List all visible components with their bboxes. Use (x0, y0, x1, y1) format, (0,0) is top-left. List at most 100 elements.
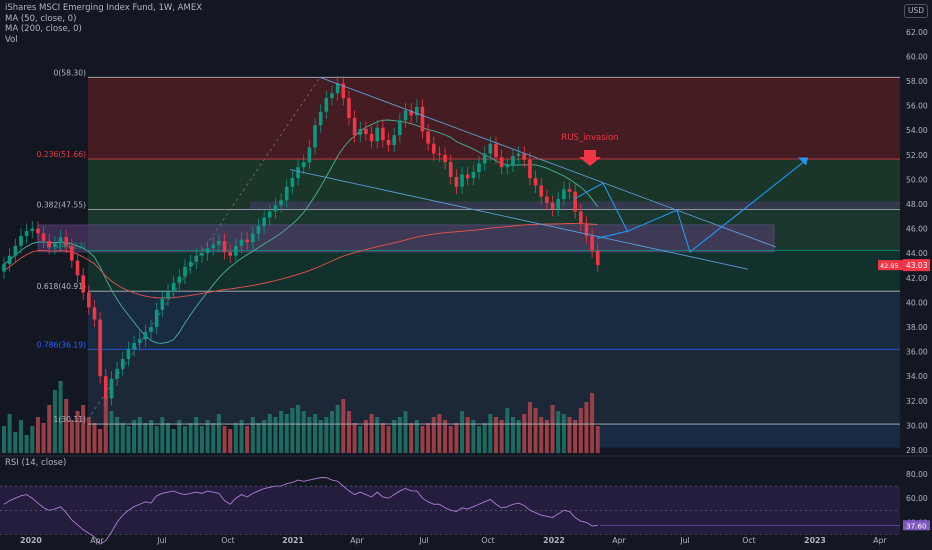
volume-bar (284, 414, 289, 453)
volume-bar (567, 417, 572, 453)
candle-body (573, 191, 577, 212)
volume-bar (2, 426, 6, 453)
volume-bar (273, 417, 278, 453)
volume-bar (58, 381, 63, 453)
volume-bar (250, 417, 255, 453)
volume-bar (30, 426, 35, 453)
candle-body (205, 248, 210, 254)
candle-body (352, 117, 357, 136)
x-tick-label: Oct (481, 536, 494, 545)
volume-bar (341, 399, 346, 453)
ma200-label[interactable]: MA (200, close, 0) (5, 24, 82, 35)
volume-bar (471, 420, 476, 453)
volume-bar (154, 426, 159, 453)
candle-body (398, 120, 402, 136)
candle-body (358, 128, 363, 136)
volume-bar (527, 402, 532, 453)
candle-body (375, 127, 380, 142)
candle-body (335, 83, 340, 94)
price-badge-right: 43.03 (906, 261, 928, 270)
volume-bar (199, 426, 204, 453)
volume-bar (47, 405, 52, 453)
volume-bar (420, 426, 425, 453)
volume-bar (115, 417, 120, 453)
candle-body (313, 125, 317, 148)
candle-body (409, 110, 413, 116)
volume-bar (352, 423, 357, 453)
volume-bar (18, 420, 23, 453)
volume-bar (194, 417, 199, 453)
volume-bar (375, 417, 380, 453)
candle-body (556, 199, 560, 209)
candle-body (160, 298, 165, 310)
volume-bar (318, 420, 323, 453)
volume-bar (228, 429, 233, 453)
rsi-label[interactable]: RSI (14, close) (5, 458, 67, 468)
volume-bar (533, 408, 538, 453)
volume-bar (98, 429, 103, 453)
moving-averages (3, 119, 599, 344)
y-tick-label: 38.00 (906, 323, 928, 332)
volume-bar (561, 414, 566, 453)
channel-top-line (319, 76, 777, 248)
candle-body (47, 240, 52, 248)
volume-bar (64, 399, 69, 453)
candle-body (465, 174, 470, 179)
candle-body (211, 244, 216, 249)
volume-bar (358, 426, 363, 453)
candle-body (290, 178, 295, 187)
candle-body (132, 342, 136, 350)
candle-body (200, 253, 204, 256)
candle-body (143, 331, 148, 340)
projection-path-start (573, 182, 629, 233)
volume-bar (595, 426, 600, 453)
volume-bars (2, 381, 600, 453)
volume-bar (335, 405, 340, 453)
volume-bar (363, 420, 368, 453)
volume-bar (544, 420, 549, 453)
candle-body (98, 319, 102, 377)
candle-body (454, 176, 459, 187)
volume-bar (233, 423, 238, 453)
rsi-tick-label: 80.00 (906, 470, 928, 479)
volume-bar (165, 423, 170, 453)
volume-bar (222, 426, 227, 453)
volume-bar (346, 411, 351, 453)
ma50-label[interactable]: MA (50, close, 0) (5, 13, 77, 24)
price-axis[interactable]: 28.00 30.00 32.00 34.00 36.00 38.00 40.00 42.00… (878, 28, 930, 531)
currency-badge[interactable]: USD (904, 4, 928, 18)
candle-body (330, 93, 334, 99)
candle-body (217, 240, 221, 245)
y-tick-label: 54.00 (906, 126, 928, 135)
volume-bar (160, 417, 165, 453)
volume-label[interactable]: Vol (5, 34, 18, 45)
volume-bar (239, 420, 244, 453)
volume-bar (256, 423, 261, 453)
y-tick-label: 36.00 (906, 348, 928, 357)
candle-body (386, 140, 391, 145)
volume-bar (143, 423, 148, 453)
y-tick-label: 40.00 (906, 298, 928, 307)
volume-bar (132, 420, 137, 453)
volume-bar (296, 405, 301, 453)
candle-body (595, 250, 600, 266)
volume-bar (13, 432, 18, 453)
candle-body (188, 261, 193, 267)
volume-bar (324, 417, 329, 453)
y-tick-label: 42.00 (906, 274, 928, 283)
candle-body (539, 185, 544, 197)
candlesticks (2, 76, 600, 406)
price-badge-bg (903, 259, 930, 272)
candle-body (511, 156, 515, 165)
volume-bar (477, 426, 482, 453)
y-tick-label: 52.00 (906, 151, 928, 160)
volume-bar (313, 414, 318, 453)
rsi-badge-bg (903, 520, 930, 531)
x-tick-label: Apr (873, 536, 887, 545)
candle-body (228, 251, 232, 256)
symbol-title[interactable]: iShares MSCI Emerging Index Fund, 1W, AM… (5, 3, 203, 13)
volume-bar (499, 420, 504, 453)
time-axis[interactable]: 2020 Apr Jul Oct 2021 Apr Jul Oct 2022 Apr Jul Oct 2… (20, 536, 887, 545)
x-tick-label: 2022 (543, 536, 565, 545)
